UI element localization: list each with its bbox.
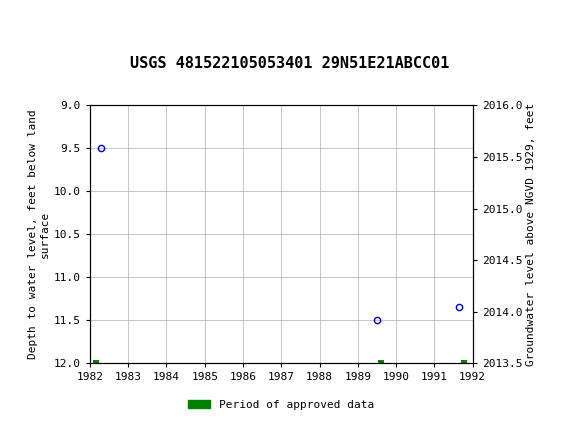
Y-axis label: Groundwater level above NGVD 1929, feet: Groundwater level above NGVD 1929, feet — [527, 103, 536, 366]
Y-axis label: Depth to water level, feet below land
surface: Depth to water level, feet below land su… — [28, 110, 50, 359]
Text: USGS 481522105053401 29N51E21ABCC01: USGS 481522105053401 29N51E21ABCC01 — [130, 56, 450, 71]
Text: ╳USGS: ╳USGS — [9, 13, 63, 34]
Legend: Period of approved data: Period of approved data — [184, 396, 379, 415]
